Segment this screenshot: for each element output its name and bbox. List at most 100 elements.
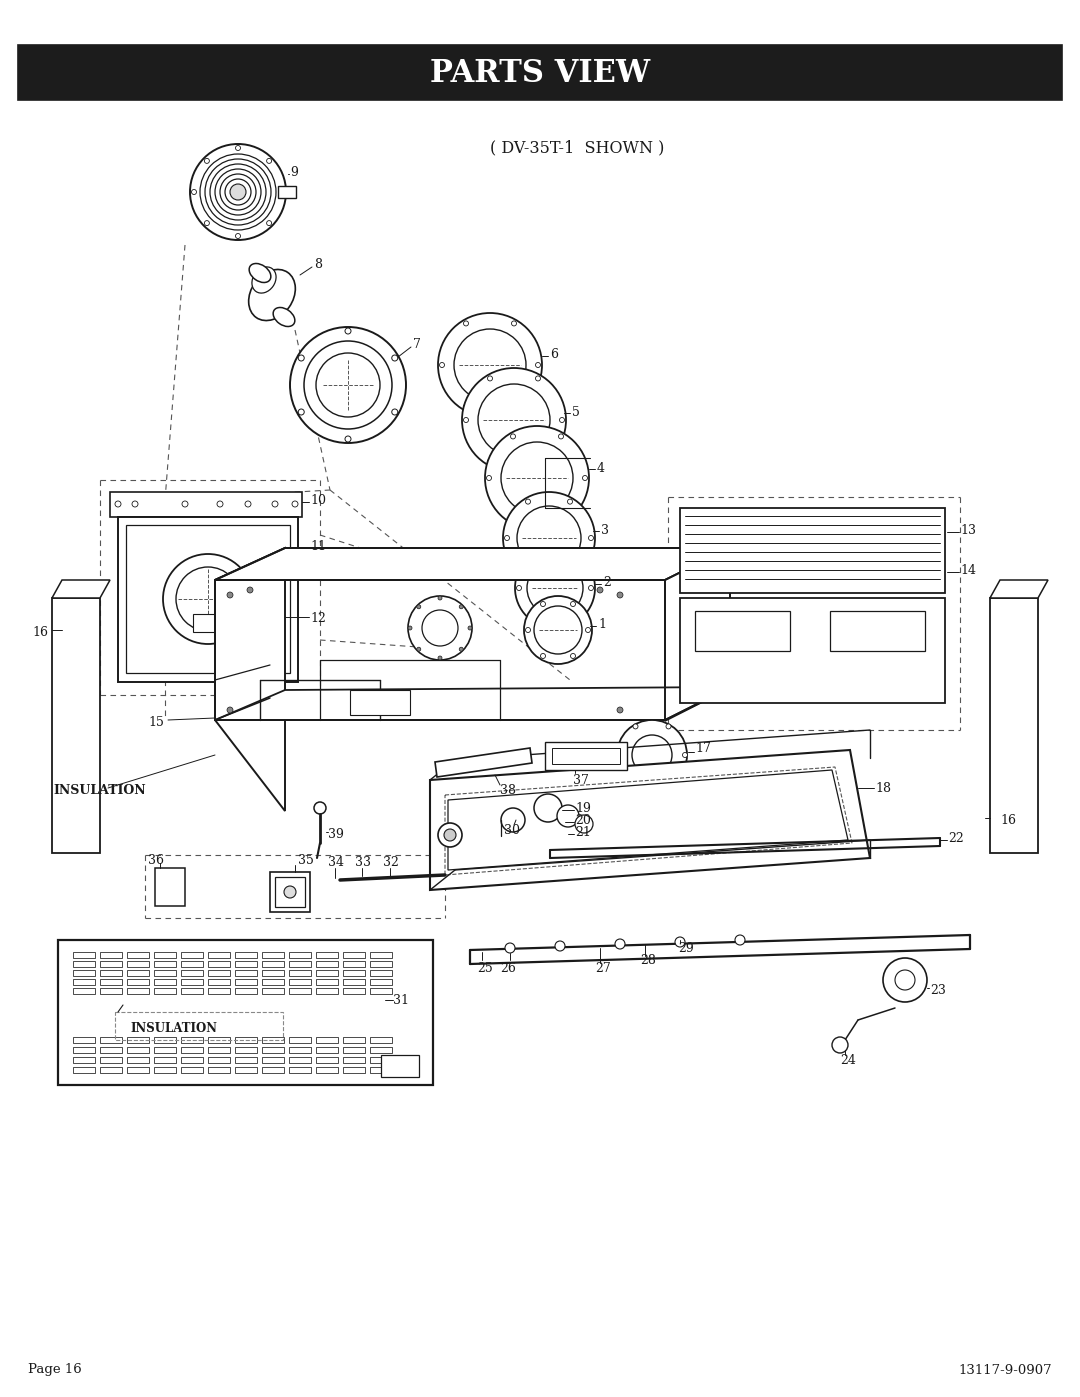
Bar: [343, 1058, 365, 1063]
Bar: [289, 1037, 311, 1044]
Circle shape: [422, 610, 458, 645]
Bar: [156, 868, 185, 907]
Polygon shape: [215, 548, 730, 580]
Circle shape: [292, 502, 298, 507]
Circle shape: [501, 807, 525, 833]
Circle shape: [462, 367, 566, 472]
Bar: [289, 1046, 311, 1053]
Circle shape: [298, 355, 305, 360]
Circle shape: [417, 605, 421, 609]
Circle shape: [666, 724, 671, 729]
Circle shape: [570, 616, 576, 622]
Bar: [208, 961, 230, 967]
Circle shape: [526, 499, 530, 504]
Circle shape: [459, 605, 463, 609]
Bar: [278, 186, 296, 198]
Bar: [100, 1058, 122, 1063]
Text: INSULATION: INSULATION: [53, 784, 146, 796]
Circle shape: [516, 585, 522, 591]
Circle shape: [575, 814, 593, 833]
Circle shape: [485, 426, 589, 529]
Bar: [235, 1067, 257, 1073]
Text: 15: 15: [148, 715, 164, 728]
Text: 16: 16: [32, 626, 48, 638]
Bar: [127, 951, 149, 958]
Bar: [552, 747, 620, 764]
Text: 33: 33: [355, 855, 372, 869]
Circle shape: [617, 753, 621, 757]
Circle shape: [235, 233, 241, 239]
Text: 30: 30: [504, 823, 519, 837]
Circle shape: [303, 341, 392, 429]
Bar: [350, 690, 410, 715]
Bar: [235, 988, 257, 995]
Bar: [100, 951, 122, 958]
Bar: [990, 598, 1038, 854]
Text: 6: 6: [550, 348, 558, 362]
Circle shape: [217, 502, 222, 507]
Text: 32: 32: [383, 855, 399, 869]
Bar: [181, 970, 203, 977]
Circle shape: [183, 502, 188, 507]
Polygon shape: [990, 580, 1048, 598]
Circle shape: [503, 492, 595, 584]
Polygon shape: [215, 548, 285, 812]
Bar: [73, 1058, 95, 1063]
Bar: [831, 610, 924, 651]
Text: 38: 38: [500, 784, 516, 796]
Bar: [208, 988, 230, 995]
Circle shape: [832, 1037, 848, 1053]
Circle shape: [284, 886, 296, 898]
Bar: [208, 1037, 230, 1044]
Bar: [370, 970, 392, 977]
Bar: [154, 951, 176, 958]
Circle shape: [589, 535, 594, 541]
Circle shape: [227, 592, 233, 598]
Circle shape: [408, 597, 472, 659]
Circle shape: [526, 571, 530, 577]
Bar: [316, 951, 338, 958]
Circle shape: [570, 602, 576, 606]
Circle shape: [512, 321, 516, 326]
Polygon shape: [665, 548, 730, 721]
Circle shape: [617, 707, 623, 712]
Bar: [73, 988, 95, 995]
Bar: [275, 877, 305, 907]
Bar: [154, 1046, 176, 1053]
Circle shape: [463, 418, 469, 422]
Circle shape: [589, 585, 594, 591]
Circle shape: [438, 313, 542, 416]
Bar: [100, 961, 122, 967]
Text: 1: 1: [598, 619, 606, 631]
Bar: [316, 1037, 338, 1044]
Bar: [154, 1067, 176, 1073]
Bar: [154, 979, 176, 985]
Circle shape: [567, 571, 572, 577]
Circle shape: [280, 190, 284, 194]
Bar: [154, 1058, 176, 1063]
Circle shape: [559, 418, 565, 422]
Circle shape: [392, 355, 397, 360]
Bar: [154, 1037, 176, 1044]
Bar: [381, 1055, 419, 1077]
Circle shape: [557, 805, 579, 827]
Bar: [370, 1046, 392, 1053]
Circle shape: [536, 362, 540, 367]
Polygon shape: [215, 687, 730, 719]
Bar: [110, 492, 302, 517]
Circle shape: [524, 597, 592, 664]
Text: INSULATION: INSULATION: [130, 1021, 217, 1035]
Circle shape: [585, 627, 591, 633]
Circle shape: [883, 958, 927, 1002]
Bar: [262, 961, 284, 967]
Bar: [235, 951, 257, 958]
Bar: [262, 951, 284, 958]
Circle shape: [298, 409, 305, 415]
Bar: [289, 951, 311, 958]
Text: 4: 4: [597, 461, 605, 475]
Circle shape: [617, 719, 687, 789]
Circle shape: [114, 502, 121, 507]
Bar: [73, 1067, 95, 1073]
Bar: [181, 1046, 203, 1053]
Bar: [680, 598, 945, 703]
